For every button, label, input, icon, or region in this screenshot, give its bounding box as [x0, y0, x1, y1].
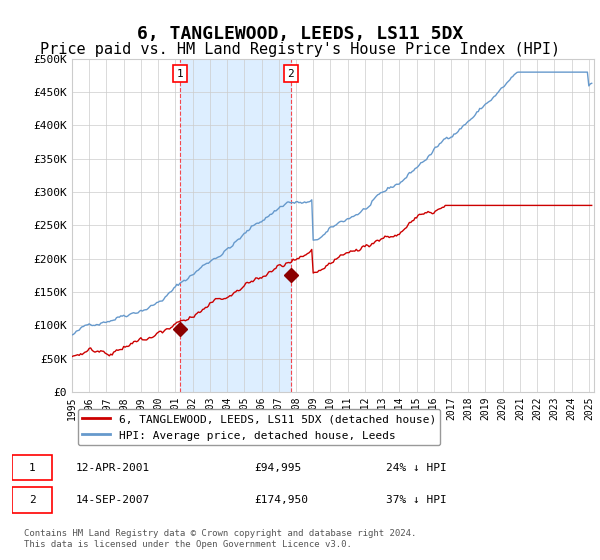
- Text: 2: 2: [29, 494, 35, 505]
- FancyBboxPatch shape: [12, 487, 52, 512]
- Legend: 6, TANGLEWOOD, LEEDS, LS11 5DX (detached house), HPI: Average price, detached ho: 6, TANGLEWOOD, LEEDS, LS11 5DX (detached…: [77, 409, 440, 445]
- Text: 1: 1: [177, 69, 184, 79]
- Text: 1: 1: [29, 463, 35, 473]
- Text: 14-SEP-2007: 14-SEP-2007: [76, 494, 149, 505]
- FancyBboxPatch shape: [12, 455, 52, 480]
- Text: £94,995: £94,995: [254, 463, 301, 473]
- Text: 37% ↓ HPI: 37% ↓ HPI: [386, 494, 447, 505]
- Text: Price paid vs. HM Land Registry's House Price Index (HPI): Price paid vs. HM Land Registry's House …: [40, 42, 560, 57]
- Text: 2: 2: [287, 69, 295, 79]
- Text: £174,950: £174,950: [254, 494, 308, 505]
- Text: 12-APR-2001: 12-APR-2001: [76, 463, 149, 473]
- Bar: [180, 59, 291, 392]
- Text: 24% ↓ HPI: 24% ↓ HPI: [386, 463, 447, 473]
- Text: 6, TANGLEWOOD, LEEDS, LS11 5DX: 6, TANGLEWOOD, LEEDS, LS11 5DX: [137, 25, 463, 43]
- Text: Contains HM Land Registry data © Crown copyright and database right 2024.
This d: Contains HM Land Registry data © Crown c…: [24, 529, 416, 549]
